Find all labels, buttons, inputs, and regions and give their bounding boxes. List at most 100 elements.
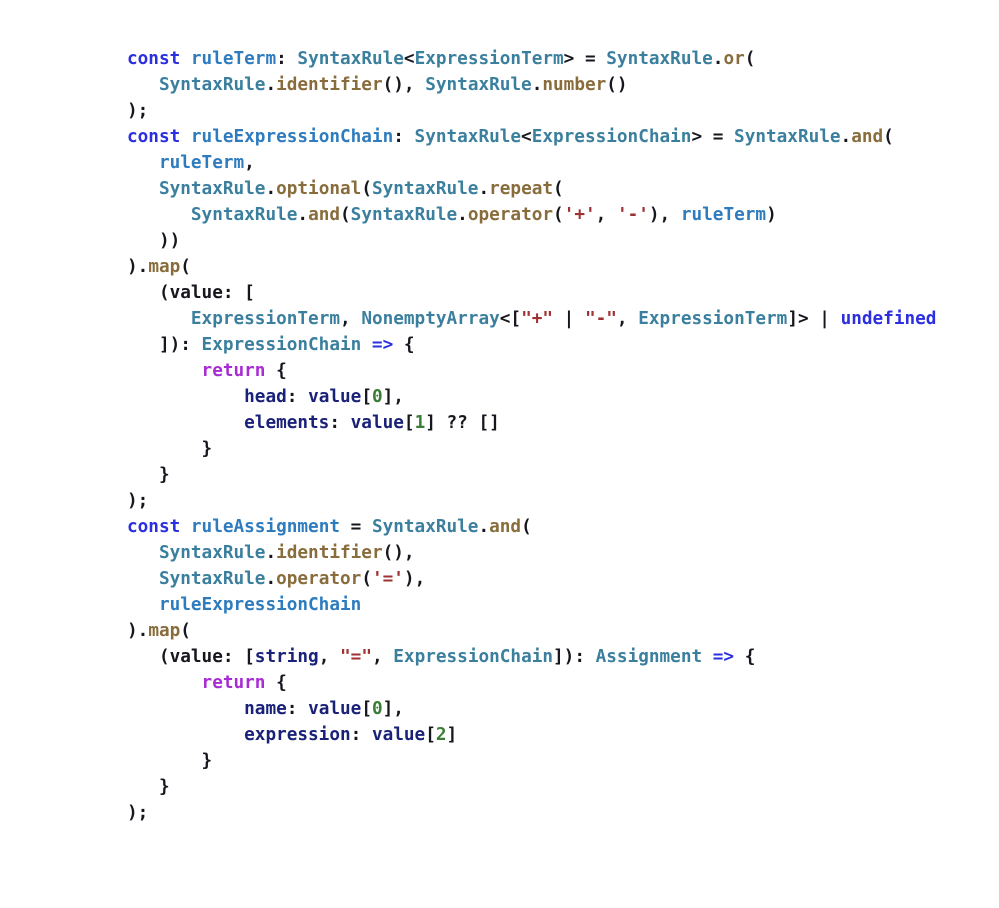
code-token: head (244, 387, 287, 407)
code-token: ExpressionTerm (190, 309, 340, 329)
code-token: 2 (435, 725, 447, 745)
code-token (127, 673, 202, 693)
code-token: => (361, 335, 404, 355)
code-token: identifier (276, 543, 383, 563)
code-token: ], (382, 387, 404, 407)
code-token: value (350, 413, 404, 433)
code-token (127, 699, 244, 719)
code-line: ruleTerm, (127, 150, 999, 176)
code-token: number (542, 75, 607, 95)
code-token: () (606, 75, 628, 95)
code-token: ). (127, 621, 149, 641)
code-token: ); (127, 101, 149, 121)
code-token: "-" (584, 309, 617, 329)
code-token: SyntaxRule (158, 569, 266, 589)
code-token: (value: [ (127, 283, 255, 303)
code-token: (), (382, 75, 426, 95)
code-token: and (308, 205, 341, 225)
code-token: const (127, 49, 191, 69)
code-token: ( (521, 517, 532, 537)
code-token: ExpressionChain (393, 647, 554, 667)
code-token: repeat (489, 179, 554, 199)
code-token: string (254, 647, 319, 667)
code-token: } (127, 465, 170, 485)
code-token (127, 75, 159, 95)
code-token: map (148, 621, 181, 641)
code-token: . (265, 75, 277, 95)
code-token (127, 569, 159, 589)
code-token: ); (127, 491, 149, 511)
code-token: SyntaxRule (158, 543, 266, 563)
code-token: : (329, 413, 351, 433)
code-line: name: value[0], (127, 696, 999, 722)
code-line: ruleExpressionChain (127, 592, 999, 618)
code-token: 1 (414, 413, 426, 433)
code-token: operator (467, 205, 554, 225)
code-token: . (265, 569, 277, 589)
code-token: value (308, 699, 362, 719)
code-token: { (744, 647, 756, 667)
code-token: } (127, 439, 213, 459)
code-line: SyntaxRule.identifier(), (127, 540, 999, 566)
code-line: ); (127, 488, 999, 514)
code-token: ( (553, 205, 564, 225)
code-token: const (127, 127, 191, 147)
code-token: { (403, 335, 415, 355)
code-token (127, 205, 191, 225)
code-token: (), (382, 543, 415, 563)
code-token: [ (425, 725, 436, 745)
code-token: SyntaxRule (158, 75, 266, 95)
code-line: ); (127, 98, 999, 124)
code-line: SyntaxRule.and(SyntaxRule.operator('+', … (127, 202, 999, 228)
code-token: '+' (563, 205, 596, 225)
code-token: . (297, 205, 309, 225)
code-token (127, 153, 159, 173)
code-token: ), (403, 569, 426, 589)
code-token: , (616, 309, 639, 329)
code-token: : (276, 49, 298, 69)
code-token: ( (180, 621, 191, 641)
code-line: ); (127, 800, 999, 826)
code-line: } (127, 436, 999, 462)
code-token: SyntaxRule (425, 75, 532, 95)
code-token: '-' (616, 205, 649, 225)
code-token: SyntaxRule (297, 49, 404, 69)
code-token: value (371, 725, 426, 745)
code-token: ]): (127, 335, 202, 355)
code-token: ); (127, 803, 149, 823)
code-token (127, 725, 244, 745)
code-token: <[ (499, 309, 522, 329)
code-token: ruleTerm (190, 49, 277, 69)
code-token: or (723, 49, 745, 69)
code-token: ). (127, 257, 149, 277)
code-token: name (244, 699, 287, 719)
code-token: : (286, 699, 309, 719)
code-line: const ruleExpressionChain: SyntaxRule<Ex… (127, 124, 999, 150)
code-token (127, 387, 244, 407)
code-line: ).map( (127, 618, 999, 644)
code-token: map (148, 257, 181, 277)
code-token (127, 543, 159, 563)
code-line: } (127, 748, 999, 774)
code-line: head: value[0], (127, 384, 999, 410)
code-token: 0 (371, 699, 383, 719)
code-token: [ (361, 699, 372, 719)
code-line: const ruleTerm: SyntaxRule<ExpressionTer… (127, 46, 999, 72)
code-token: } (127, 777, 170, 797)
code-token: ( (340, 205, 351, 225)
code-line: ).map( (127, 254, 999, 280)
code-token: . (478, 517, 490, 537)
code-token: ( (180, 257, 191, 277)
code-token: . (478, 179, 490, 199)
code-token: return (201, 361, 266, 381)
code-line: ]): ExpressionChain => { (127, 332, 999, 358)
code-token: : (393, 127, 415, 147)
code-token: optional (276, 179, 362, 199)
code-token: . (840, 127, 852, 147)
code-line: SyntaxRule.optional(SyntaxRule.repeat( (127, 176, 999, 202)
code-token: . (531, 75, 543, 95)
code-token: ruleExpressionChain (190, 127, 394, 147)
code-token: SyntaxRule (734, 127, 841, 147)
code-token: ( (744, 49, 756, 69)
